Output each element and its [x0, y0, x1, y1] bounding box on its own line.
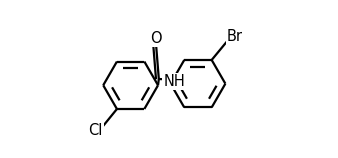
Text: O: O: [150, 31, 162, 46]
Text: NH: NH: [164, 74, 185, 89]
Text: Br: Br: [227, 29, 243, 44]
Text: Cl: Cl: [88, 123, 102, 138]
